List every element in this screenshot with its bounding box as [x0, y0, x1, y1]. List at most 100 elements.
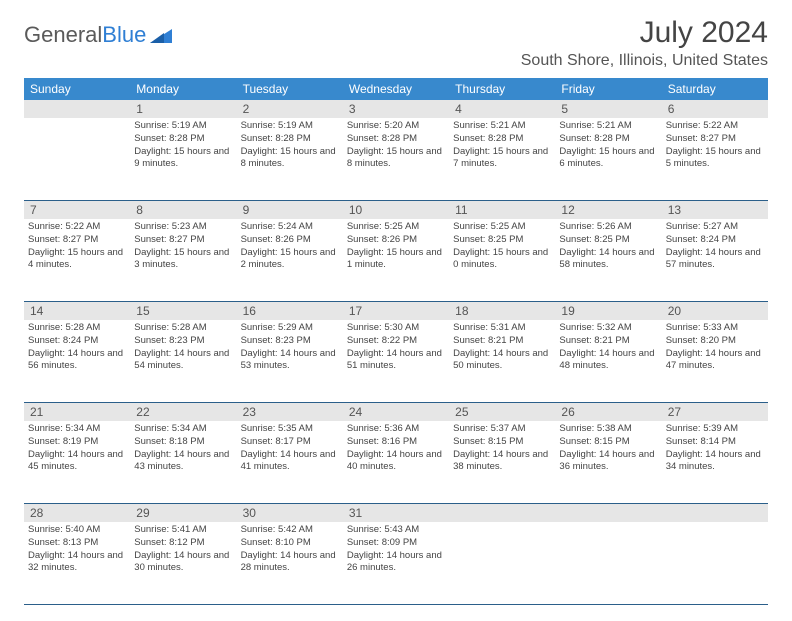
sunrise-line: Sunrise: 5:22 AM	[28, 221, 126, 234]
daylight-line: Daylight: 14 hours and 53 minutes.	[241, 348, 339, 374]
daylight-line: Daylight: 14 hours and 57 minutes.	[666, 247, 764, 273]
daylight-line: Daylight: 14 hours and 56 minutes.	[28, 348, 126, 374]
weekday-header: Sunday	[24, 78, 130, 100]
sunset-line: Sunset: 8:28 PM	[559, 133, 657, 146]
calendar-page: GeneralBlue July 2024 South Shore, Illin…	[0, 0, 792, 621]
day-number: 25	[449, 403, 555, 421]
daylight-line: Daylight: 15 hours and 8 minutes.	[347, 146, 445, 172]
sunrise-line: Sunrise: 5:21 AM	[453, 120, 551, 133]
header: GeneralBlue July 2024 South Shore, Illin…	[24, 16, 768, 70]
day-number	[662, 504, 768, 522]
sunrise-line: Sunrise: 5:40 AM	[28, 524, 126, 537]
day-cell: Sunrise: 5:33 AMSunset: 8:20 PMDaylight:…	[662, 320, 768, 402]
sunrise-line: Sunrise: 5:23 AM	[134, 221, 232, 234]
day-cell: Sunrise: 5:25 AMSunset: 8:25 PMDaylight:…	[449, 219, 555, 301]
daylight-line: Daylight: 15 hours and 0 minutes.	[453, 247, 551, 273]
sunset-line: Sunset: 8:20 PM	[666, 335, 764, 348]
day-cell: Sunrise: 5:43 AMSunset: 8:09 PMDaylight:…	[343, 522, 449, 604]
day-number-row: 123456	[24, 100, 768, 118]
sunset-line: Sunset: 8:16 PM	[347, 436, 445, 449]
daylight-line: Daylight: 14 hours and 58 minutes.	[559, 247, 657, 273]
day-cell: Sunrise: 5:32 AMSunset: 8:21 PMDaylight:…	[555, 320, 661, 402]
day-number	[24, 100, 130, 118]
daylight-line: Daylight: 14 hours and 34 minutes.	[666, 449, 764, 475]
sunset-line: Sunset: 8:24 PM	[28, 335, 126, 348]
daylight-line: Daylight: 14 hours and 51 minutes.	[347, 348, 445, 374]
sunrise-line: Sunrise: 5:33 AM	[666, 322, 764, 335]
day-cell: Sunrise: 5:35 AMSunset: 8:17 PMDaylight:…	[237, 421, 343, 503]
day-cell: Sunrise: 5:19 AMSunset: 8:28 PMDaylight:…	[237, 118, 343, 200]
week-row: Sunrise: 5:34 AMSunset: 8:19 PMDaylight:…	[24, 421, 768, 504]
sunrise-line: Sunrise: 5:19 AM	[241, 120, 339, 133]
sunrise-line: Sunrise: 5:24 AM	[241, 221, 339, 234]
daylight-line: Daylight: 15 hours and 7 minutes.	[453, 146, 551, 172]
sunset-line: Sunset: 8:12 PM	[134, 537, 232, 550]
day-number: 2	[237, 100, 343, 118]
day-number: 1	[130, 100, 236, 118]
sunset-line: Sunset: 8:27 PM	[666, 133, 764, 146]
logo: GeneralBlue	[24, 22, 172, 48]
daylight-line: Daylight: 15 hours and 3 minutes.	[134, 247, 232, 273]
page-title: July 2024	[521, 16, 768, 50]
day-cell: Sunrise: 5:38 AMSunset: 8:15 PMDaylight:…	[555, 421, 661, 503]
day-number: 17	[343, 302, 449, 320]
day-number: 11	[449, 201, 555, 219]
sunset-line: Sunset: 8:21 PM	[559, 335, 657, 348]
day-number: 7	[24, 201, 130, 219]
week-row: Sunrise: 5:40 AMSunset: 8:13 PMDaylight:…	[24, 522, 768, 605]
sunset-line: Sunset: 8:25 PM	[559, 234, 657, 247]
day-number	[555, 504, 661, 522]
sunrise-line: Sunrise: 5:19 AM	[134, 120, 232, 133]
weekday-header: Saturday	[662, 78, 768, 100]
sunset-line: Sunset: 8:28 PM	[453, 133, 551, 146]
day-number: 18	[449, 302, 555, 320]
sunset-line: Sunset: 8:23 PM	[241, 335, 339, 348]
day-cell: Sunrise: 5:29 AMSunset: 8:23 PMDaylight:…	[237, 320, 343, 402]
weekday-header: Wednesday	[343, 78, 449, 100]
day-number: 9	[237, 201, 343, 219]
day-cell: Sunrise: 5:22 AMSunset: 8:27 PMDaylight:…	[662, 118, 768, 200]
daylight-line: Daylight: 14 hours and 54 minutes.	[134, 348, 232, 374]
day-number: 3	[343, 100, 449, 118]
sunset-line: Sunset: 8:17 PM	[241, 436, 339, 449]
daylight-line: Daylight: 15 hours and 1 minute.	[347, 247, 445, 273]
day-number: 15	[130, 302, 236, 320]
sunrise-line: Sunrise: 5:30 AM	[347, 322, 445, 335]
day-number: 8	[130, 201, 236, 219]
sunrise-line: Sunrise: 5:34 AM	[28, 423, 126, 436]
day-cell: Sunrise: 5:20 AMSunset: 8:28 PMDaylight:…	[343, 118, 449, 200]
sunrise-line: Sunrise: 5:43 AM	[347, 524, 445, 537]
day-number: 4	[449, 100, 555, 118]
daylight-line: Daylight: 14 hours and 43 minutes.	[134, 449, 232, 475]
day-number: 26	[555, 403, 661, 421]
week-row: Sunrise: 5:22 AMSunset: 8:27 PMDaylight:…	[24, 219, 768, 302]
sunset-line: Sunset: 8:25 PM	[453, 234, 551, 247]
daylight-line: Daylight: 15 hours and 6 minutes.	[559, 146, 657, 172]
sunrise-line: Sunrise: 5:32 AM	[559, 322, 657, 335]
sunrise-line: Sunrise: 5:34 AM	[134, 423, 232, 436]
day-number: 16	[237, 302, 343, 320]
sunset-line: Sunset: 8:26 PM	[347, 234, 445, 247]
daylight-line: Daylight: 14 hours and 30 minutes.	[134, 550, 232, 576]
sunrise-line: Sunrise: 5:39 AM	[666, 423, 764, 436]
day-cell: Sunrise: 5:34 AMSunset: 8:19 PMDaylight:…	[24, 421, 130, 503]
sunset-line: Sunset: 8:15 PM	[453, 436, 551, 449]
sunset-line: Sunset: 8:18 PM	[134, 436, 232, 449]
page-subtitle: South Shore, Illinois, United States	[521, 52, 768, 70]
day-cell: Sunrise: 5:37 AMSunset: 8:15 PMDaylight:…	[449, 421, 555, 503]
logo-text-blue: Blue	[102, 22, 146, 48]
day-number: 24	[343, 403, 449, 421]
sunrise-line: Sunrise: 5:29 AM	[241, 322, 339, 335]
day-cell: Sunrise: 5:34 AMSunset: 8:18 PMDaylight:…	[130, 421, 236, 503]
day-cell: Sunrise: 5:21 AMSunset: 8:28 PMDaylight:…	[555, 118, 661, 200]
sunset-line: Sunset: 8:28 PM	[134, 133, 232, 146]
weeks-container: 123456Sunrise: 5:19 AMSunset: 8:28 PMDay…	[24, 100, 768, 605]
daylight-line: Daylight: 14 hours and 48 minutes.	[559, 348, 657, 374]
sunset-line: Sunset: 8:15 PM	[559, 436, 657, 449]
sunset-line: Sunset: 8:26 PM	[241, 234, 339, 247]
sunrise-line: Sunrise: 5:35 AM	[241, 423, 339, 436]
day-cell: Sunrise: 5:23 AMSunset: 8:27 PMDaylight:…	[130, 219, 236, 301]
week-row: Sunrise: 5:28 AMSunset: 8:24 PMDaylight:…	[24, 320, 768, 403]
sunset-line: Sunset: 8:14 PM	[666, 436, 764, 449]
day-cell: Sunrise: 5:22 AMSunset: 8:27 PMDaylight:…	[24, 219, 130, 301]
